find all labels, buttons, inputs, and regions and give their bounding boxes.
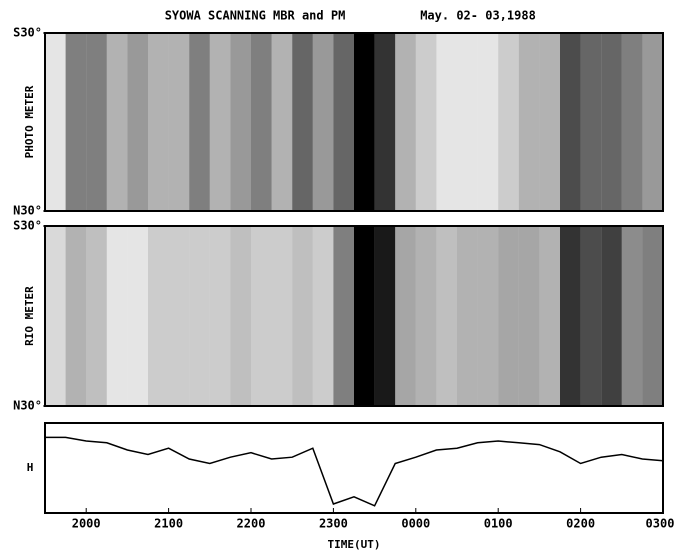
intensity-column [312,33,334,211]
intensity-column [395,33,416,211]
intensity-column [498,33,519,211]
intensity-column [457,226,478,406]
intensity-column [65,33,87,211]
y-axis-label: PHOTO METER [23,85,36,158]
intensity-column [518,33,540,211]
intensity-column [642,33,663,211]
intensity-column [230,33,251,211]
intensity-column [251,33,272,211]
intensity-column [415,33,437,211]
y-tick-label: N30° [13,204,42,218]
intensity-column [86,226,107,406]
intensity-column [601,33,622,211]
intensity-column [436,33,457,211]
intensity-column [127,33,148,211]
x-tick-label: 2000 [72,517,101,531]
y-axis-label: H [27,461,34,474]
intensity-column [354,33,375,211]
x-axis-label: TIME(UT) [328,538,381,551]
y-tick-label: N30° [13,399,42,413]
intensity-column [580,33,602,211]
intensity-column [312,226,334,406]
intensity-column [333,226,354,406]
intensity-column [621,226,643,406]
intensity-column [642,226,663,406]
intensity-column [251,226,272,406]
intensity-column [333,33,354,211]
intensity-column [65,226,87,406]
intensity-column [518,226,540,406]
date: May. 02- 03,1988 [420,9,536,23]
y-tick-label: S30° [13,26,42,40]
h-trace [45,436,664,507]
intensity-column [271,33,293,211]
intensity-column [148,226,169,406]
x-tick-label: 0000 [401,517,430,531]
panel-frame [44,225,664,407]
intensity-column [354,226,375,406]
intensity-column [86,33,107,211]
x-tick-label: 2300 [319,517,348,531]
intensity-column [292,226,313,406]
intensity-column [539,226,560,406]
x-tick-label: 2200 [237,517,266,531]
intensity-column [477,33,499,211]
intensity-column [271,226,293,406]
intensity-column [148,33,169,211]
intensity-column [106,226,128,406]
intensity-column [601,226,622,406]
intensity-column [374,226,396,406]
panel-frame [44,422,664,514]
intensity-column [539,33,560,211]
intensity-column [45,33,66,211]
intensity-column [209,226,231,406]
intensity-column [189,33,210,211]
intensity-column [374,33,396,211]
intensity-column [168,226,190,406]
intensity-column [45,226,66,406]
intensity-column [106,33,128,211]
intensity-column [580,226,602,406]
panel-frame [44,32,664,212]
intensity-column [560,226,581,406]
intensity-column [415,226,437,406]
intensity-column [436,226,457,406]
intensity-column [395,226,416,406]
y-tick-label: S30° [13,219,42,233]
intensity-column [209,33,231,211]
intensity-column [560,33,581,211]
intensity-column [189,226,210,406]
intensity-column [498,226,519,406]
x-tick-label: 2100 [154,517,183,531]
title: SYOWA SCANNING MBR and PM [165,9,346,23]
intensity-column [127,226,148,406]
intensity-column [477,226,499,406]
intensity-column [230,226,251,406]
x-tick-label: 0300 [646,517,675,531]
x-tick-label: 0100 [484,517,513,531]
intensity-column [292,33,313,211]
intensity-column [168,33,190,211]
intensity-column [621,33,643,211]
x-tick-label: 0200 [566,517,595,531]
intensity-column [457,33,478,211]
y-axis-label: RIO METER [23,286,36,346]
